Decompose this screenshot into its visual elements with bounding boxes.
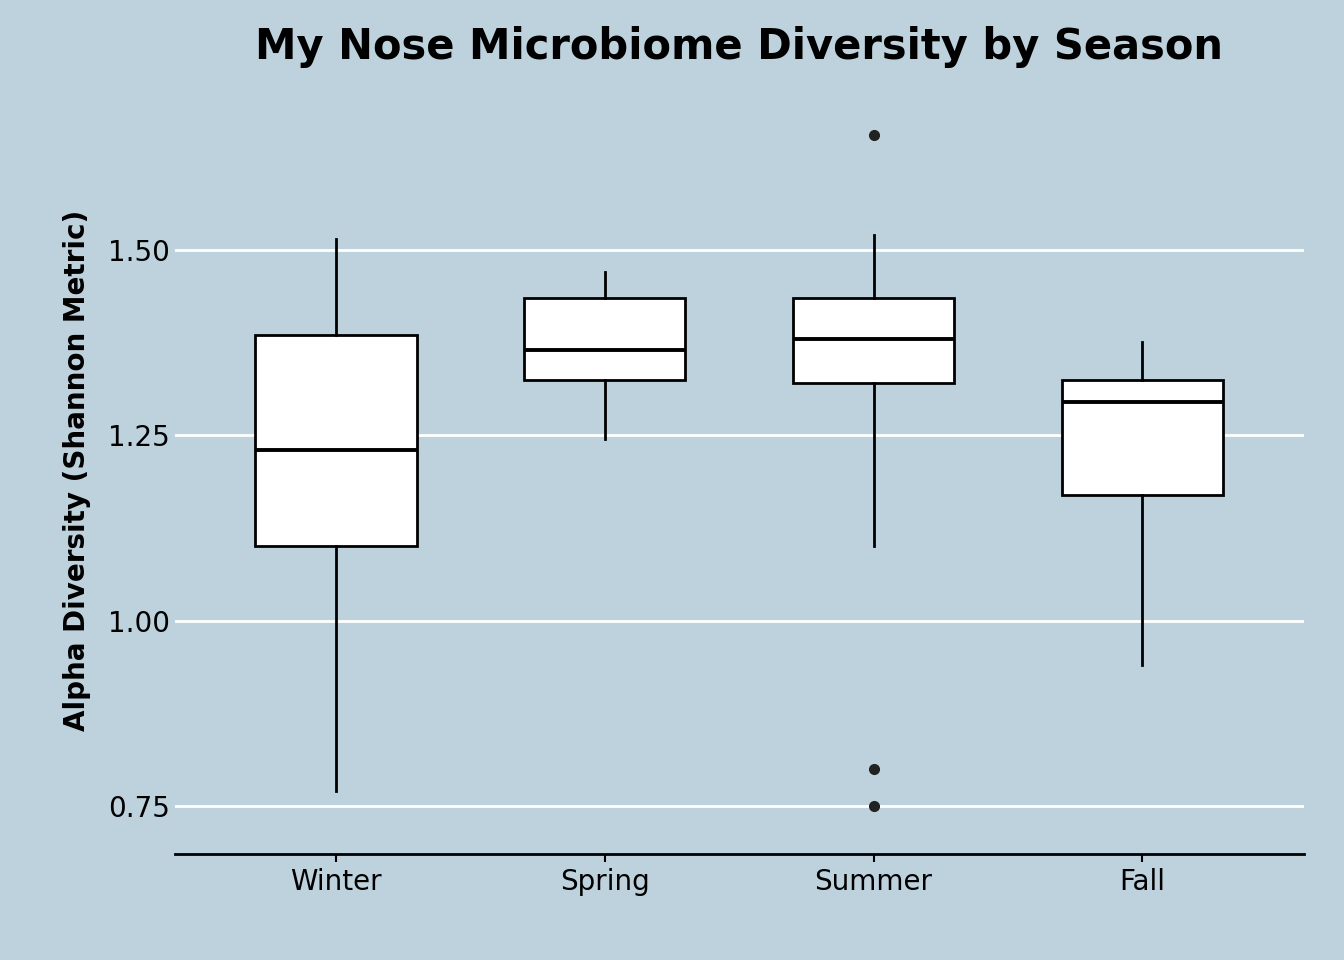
PathPatch shape — [524, 298, 685, 379]
PathPatch shape — [255, 335, 417, 546]
PathPatch shape — [793, 298, 954, 383]
PathPatch shape — [1062, 379, 1223, 494]
Title: My Nose Microbiome Diversity by Season: My Nose Microbiome Diversity by Season — [255, 26, 1223, 67]
Y-axis label: Alpha Diversity (Shannon Metric): Alpha Diversity (Shannon Metric) — [63, 210, 91, 731]
